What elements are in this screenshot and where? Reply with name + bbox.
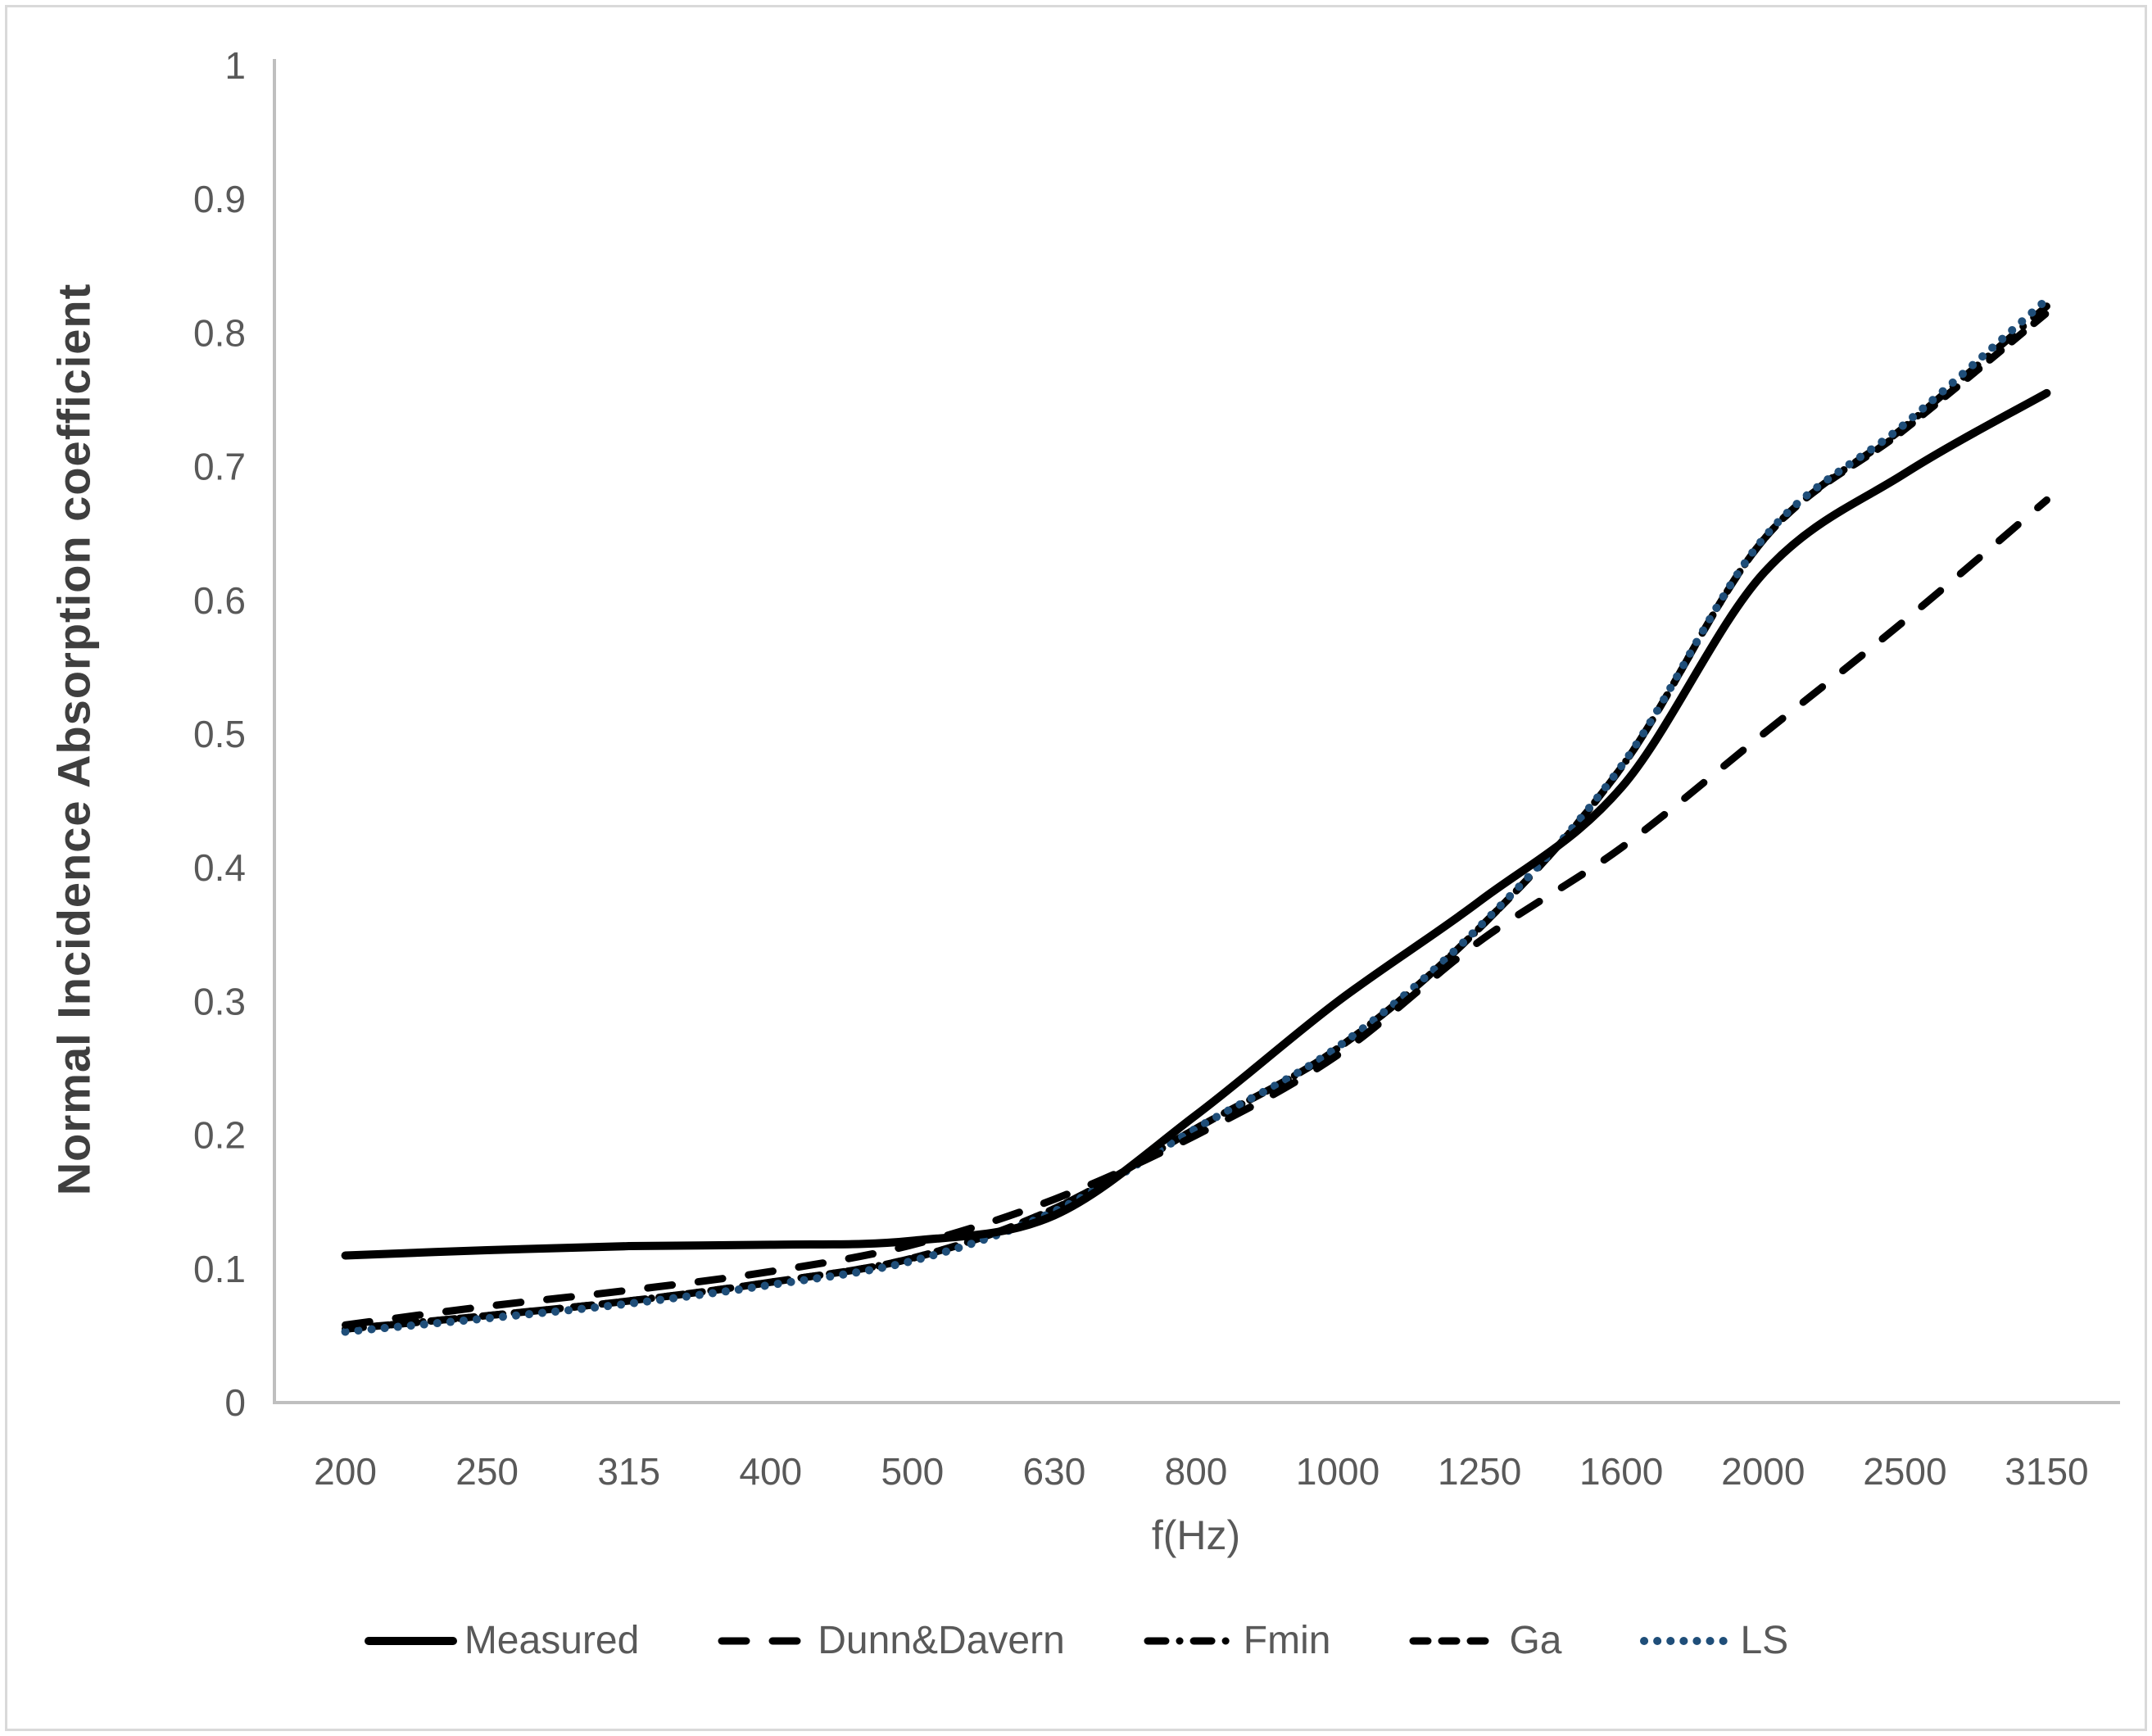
y-tick-label: 0.3 xyxy=(193,980,246,1022)
x-axis-title: f(Hz) xyxy=(1151,1512,1241,1558)
legend-item-dunn-davern: Dunn&Davern xyxy=(717,1618,1065,1663)
legend-label-measured: Measured xyxy=(464,1619,640,1662)
x-tick-label: 250 xyxy=(455,1450,519,1493)
x-tick-label: 1600 xyxy=(1579,1450,1663,1493)
x-tick-label: 3150 xyxy=(2005,1450,2088,1493)
series-line-fmin xyxy=(342,302,2050,1333)
y-tick-label: 0.6 xyxy=(193,579,246,622)
x-tick-label: 200 xyxy=(314,1450,377,1493)
series-line-ls xyxy=(341,295,2051,1336)
y-tick-label: 0 xyxy=(224,1381,246,1424)
legend-fmin-line-icon xyxy=(1144,1637,1236,1644)
legend-label-ls: LS xyxy=(1740,1619,1789,1662)
y-tick-label: 0.9 xyxy=(193,178,246,220)
legend-label-ga: Ga xyxy=(1509,1619,1562,1662)
legend-item-ls: LS xyxy=(1639,1618,1788,1663)
x-tick-label: 2000 xyxy=(1721,1450,1805,1493)
y-tick-label: 0.5 xyxy=(193,713,246,755)
y-tick-label: 0.8 xyxy=(193,311,246,354)
legend-item-fmin: Fmin xyxy=(1143,1618,1331,1663)
y-tick-label: 0.7 xyxy=(193,446,246,488)
x-tick-label: 2500 xyxy=(1863,1450,1946,1493)
series-line-measured xyxy=(341,388,2051,1260)
y-tick-label: 0.4 xyxy=(193,846,246,889)
x-tick-label: 315 xyxy=(597,1450,660,1493)
x-tick-label: 400 xyxy=(739,1450,802,1493)
x-tick-label: 500 xyxy=(881,1450,944,1493)
series-lines xyxy=(341,295,2051,1336)
legend-ls-line-icon xyxy=(1640,1636,1733,1645)
x-tick-label: 1000 xyxy=(1296,1450,1380,1493)
legend-item-measured: Measured xyxy=(364,1618,639,1663)
legend-dunn-davern-line-icon xyxy=(718,1637,810,1644)
x-axis-tick-labels: 200 250 315 400 500 630 800 1000 1250 1600 2000 250… xyxy=(314,1450,2088,1493)
x-tick-label: 800 xyxy=(1165,1450,1228,1493)
y-tick-label: 0.2 xyxy=(193,1114,246,1157)
y-tick-label: 1 xyxy=(224,44,246,87)
legend-item-ga: Ga xyxy=(1408,1618,1561,1663)
legend-measured-line-icon xyxy=(364,1636,457,1645)
x-tick-label: 630 xyxy=(1023,1450,1086,1493)
legend-ga-line-icon xyxy=(1409,1637,1502,1644)
y-axis-tick-labels: 0 0.1 0.2 0.3 0.4 0.5 0.6 0.7 0.8 0.9 1 xyxy=(193,44,246,1424)
y-tick-label: 0.1 xyxy=(193,1248,246,1290)
x-tick-label: 1250 xyxy=(1438,1450,1521,1493)
series-line-ga xyxy=(342,309,2050,1333)
legend-label-dunn-davern: Dunn&Davern xyxy=(818,1619,1065,1662)
y-axis-title: Normal Incidence Absorption coefficient xyxy=(48,283,100,1196)
chart-legend: Measured Dunn&Davern Fmin Ga LS xyxy=(123,1618,2029,1663)
legend-label-fmin: Fmin xyxy=(1243,1619,1331,1662)
series-line-dunn-davern xyxy=(342,496,2050,1329)
